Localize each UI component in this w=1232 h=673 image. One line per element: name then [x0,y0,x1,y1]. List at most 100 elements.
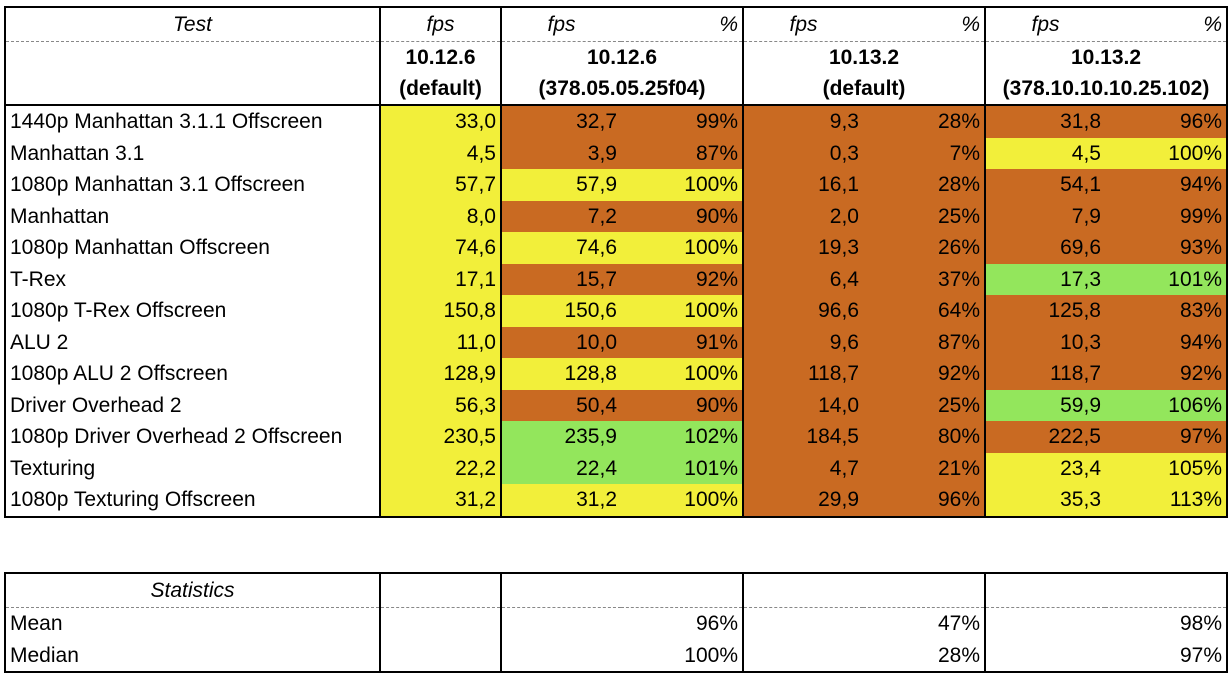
fps-config-3: 10,3 [985,326,1105,358]
test-name: 1440p Manhattan 3.1.1 Offscreen [4,105,381,138]
table-row: 1080p ALU 2 Offscreen 128,9 128,8 100% 118,7… [4,358,1228,390]
fps-config-2: 96,6 [743,295,863,327]
fps-config-3: 59,9 [985,389,1105,421]
statistics-row-median: Median 100% 28% 97% [4,639,1228,673]
header-row-os-version: 10.12.6 10.12.6 10.13.2 10.13.2 [4,41,1228,73]
stat-base [380,607,502,640]
fps-base: 4,5 [380,137,502,169]
fps-config-3: 31,8 [985,105,1105,138]
pct-config-1: 100% [621,484,744,518]
stat-base [380,639,502,673]
statistics-row-mean: Mean 96% 47% 98% [4,607,1228,640]
pct-config-2: 28% [863,105,986,138]
config-1-version: 10.12.6 [501,41,744,73]
pct-config-3: 101% [1105,263,1228,295]
fps-config-1: 74,6 [501,232,621,264]
fps-config-2: 9,6 [743,326,863,358]
pct-header-config-2: % [863,6,986,42]
table-row: Driver Overhead 2 56,3 50,4 90% 14,0 25% 59,9 1… [4,389,1228,421]
pct-config-3: 96% [1105,105,1228,138]
fps-base: 56,3 [380,389,502,421]
fps-config-1: 10,0 [501,326,621,358]
pct-config-2: 25% [863,200,986,232]
fps-config-3: 125,8 [985,295,1105,327]
pct-config-2: 28% [863,169,986,201]
pct-config-3: 93% [1105,232,1228,264]
pct-config-1: 87% [621,137,744,169]
table-row: 1440p Manhattan 3.1.1 Offscreen 33,0 32,7 9… [4,105,1228,138]
fps-config-1: 128,8 [501,358,621,390]
fps-config-2: 184,5 [743,421,863,453]
test-name: Driver Overhead 2 [4,389,381,421]
fps-config-1: 32,7 [501,105,621,138]
fps-config-3: 23,4 [985,452,1105,484]
test-name: 1080p Manhattan 3.1 Offscreen [4,169,381,201]
pct-config-2: 87% [863,326,986,358]
fps-config-2: 14,0 [743,389,863,421]
config-2-driver: (default) [743,73,986,106]
config-3-driver: (378.10.10.10.25.102) [985,73,1228,106]
header-row-driver: (default) (378.05.05.25f04) (default) (3… [4,73,1228,106]
fps-config-2: 2,0 [743,200,863,232]
pct-config-3: 99% [1105,200,1228,232]
pct-config-3: 100% [1105,137,1228,169]
fps-base: 31,2 [380,484,502,518]
stat-value-config-1: 96% [501,607,744,640]
stat-value-config-2: 28% [743,639,986,673]
test-name: Manhattan 3.1 [4,137,381,169]
statistics-blank [985,572,1228,608]
stat-name: Median [4,639,381,673]
fps-config-1: 15,7 [501,263,621,295]
config-2-version: 10.13.2 [743,41,986,73]
fps-config-2: 19,3 [743,232,863,264]
fps-config-1: 7,2 [501,200,621,232]
fps-config-1: 235,9 [501,421,621,453]
pct-config-2: 37% [863,263,986,295]
pct-config-3: 97% [1105,421,1228,453]
pct-config-2: 80% [863,421,986,453]
fps-header-config-2: fps [743,6,863,42]
stat-value-config-1: 100% [501,639,744,673]
test-name: Manhattan [4,200,381,232]
pct-config-1: 102% [621,421,744,453]
fps-base: 57,7 [380,169,502,201]
stat-value-config-3: 97% [985,639,1228,673]
pct-config-2: 7% [863,137,986,169]
fps-config-3: 118,7 [985,358,1105,390]
pct-config-2: 96% [863,484,986,518]
pct-config-3: 106% [1105,389,1228,421]
pct-config-1: 99% [621,105,744,138]
fps-config-1: 31,2 [501,484,621,518]
fps-config-2: 4,7 [743,452,863,484]
fps-config-2: 6,4 [743,263,863,295]
fps-config-3: 222,5 [985,421,1105,453]
fps-base: 17,1 [380,263,502,295]
table-row: ALU 2 11,0 10,0 91% 9,6 87% 10,3 94% [4,326,1228,358]
fps-base: 150,8 [380,295,502,327]
config-base-driver: (default) [380,73,502,106]
test-name: 1080p Driver Overhead 2 Offscreen [4,421,381,453]
fps-config-1: 50,4 [501,389,621,421]
table-row: 1080p Driver Overhead 2 Offscreen 230,5 23… [4,421,1228,453]
stat-value-config-3: 98% [985,607,1228,640]
pct-config-1: 100% [621,169,744,201]
fps-config-2: 16,1 [743,169,863,201]
header-row-labels: Test fps fps % fps % fps % [4,6,1228,42]
table-row: Manhattan 8,0 7,2 90% 2,0 25% 7,9 99% [4,200,1228,232]
test-name: 1080p Manhattan Offscreen [4,232,381,264]
config-base-version: 10.12.6 [380,41,502,73]
statistics-blank [380,572,502,608]
pct-config-1: 90% [621,389,744,421]
pct-config-2: 92% [863,358,986,390]
table-row: 1080p Manhattan 3.1 Offscreen 57,7 57,9 100… [4,169,1228,201]
table-row: Texturing 22,2 22,4 101% 4,7 21% 23,4 105% [4,452,1228,484]
fps-config-3: 35,3 [985,484,1105,518]
pct-header-config-1: % [621,6,744,42]
config-1-driver: (378.05.05.25f04) [501,73,744,106]
statistics-blank [501,572,744,608]
test-name: 1080p ALU 2 Offscreen [4,358,381,390]
table-row: 1080p Texturing Offscreen 31,2 31,2 100% 29,… [4,484,1228,518]
fps-config-1: 3,9 [501,137,621,169]
fps-config-3: 69,6 [985,232,1105,264]
header-blank [4,73,381,106]
